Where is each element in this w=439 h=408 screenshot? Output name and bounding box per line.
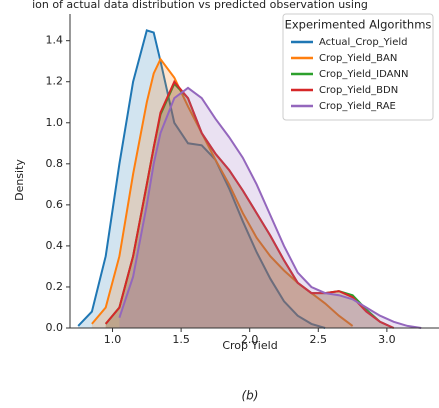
chart-title: ion of actual data distribution vs predi… (32, 0, 368, 11)
y-tick-label: 1.4 (46, 34, 64, 47)
x-axis-label: Crop Yield (222, 339, 277, 352)
x-tick-label: 1.0 (104, 333, 122, 346)
density-area (119, 87, 422, 329)
legend-label: Crop_Yield_IDANN (319, 69, 408, 80)
y-tick-label: 0.4 (46, 239, 64, 252)
y-tick-label: 0.6 (46, 198, 64, 211)
density-area (78, 30, 326, 329)
y-axis-label: Density (13, 159, 26, 201)
plot-area (77, 29, 422, 329)
density-area (105, 81, 394, 328)
y-tick-label: 1.2 (46, 75, 64, 88)
density-line (77, 29, 326, 329)
y-tick-label: 0.8 (46, 157, 64, 170)
x-tick-label: 2.5 (310, 333, 328, 346)
density-line (104, 79, 395, 329)
density-line (118, 86, 422, 329)
legend-box (282, 13, 434, 121)
legend-label: Actual_Crop_Yield (319, 37, 407, 48)
x-tick-label: 2.0 (241, 333, 259, 346)
y-tick-label: 1.0 (46, 116, 64, 129)
legend-label: Crop_Yield_BAN (319, 53, 397, 64)
x-tick-label: 3.0 (378, 333, 396, 346)
x-tick-label: 1.5 (172, 333, 190, 346)
y-tick-label: 0.0 (46, 321, 64, 334)
legend-label: Crop_Yield_RAE (319, 101, 396, 112)
y-tick-label: 0.2 (46, 280, 64, 293)
legend-label: Crop_Yield_BDN (319, 85, 398, 96)
density-area (105, 83, 394, 328)
caption: (b) (242, 389, 259, 403)
legend-title: Experimented Algorithms (285, 18, 432, 32)
